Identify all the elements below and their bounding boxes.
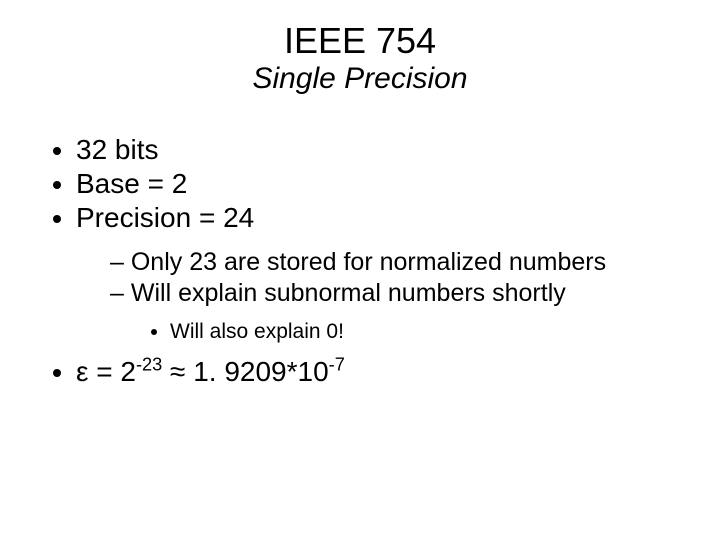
- slide-container: IEEE 754 Single Precision 32 bits Base =…: [0, 0, 720, 540]
- list-item: Precision = 24 Only 23 are stored for no…: [76, 202, 690, 344]
- bullet-list-lvl3: Will also explain 0!: [170, 320, 690, 344]
- bullet-text: Only 23 are stored for normalized number…: [131, 248, 606, 276]
- superscript-exp2: -7: [329, 355, 345, 375]
- list-item: Will also explain 0!: [170, 320, 690, 344]
- bullet-text: Will also explain 0!: [170, 320, 344, 343]
- list-item: ε = 2-23 ≈ 1. 9209*10-7: [76, 356, 690, 388]
- list-item: 32 bits: [76, 134, 690, 166]
- epsilon-symbol: ε: [76, 356, 88, 387]
- slide-title: IEEE 754: [30, 20, 690, 62]
- slide-subtitle: Single Precision: [30, 62, 690, 96]
- equals-text: = 2: [88, 356, 135, 387]
- list-item: Base = 2: [76, 168, 690, 200]
- bullet-text: Will explain subnormal numbers shortly: [131, 279, 566, 307]
- bullet-text: Base = 2: [76, 168, 187, 199]
- list-item: Only 23 are stored for normalized number…: [110, 248, 690, 277]
- bullet-text: Precision = 24: [76, 202, 254, 233]
- list-item: Will explain subnormal numbers shortly W…: [110, 279, 690, 344]
- superscript-exp1: -23: [136, 355, 162, 375]
- bullet-list-lvl2: Only 23 are stored for normalized number…: [110, 248, 690, 344]
- bullet-list-lvl1: 32 bits Base = 2 Precision = 24 Only 23 …: [76, 134, 690, 388]
- approx-text: ≈ 1. 9209*10: [162, 356, 328, 387]
- bullet-text: 32 bits: [76, 134, 159, 165]
